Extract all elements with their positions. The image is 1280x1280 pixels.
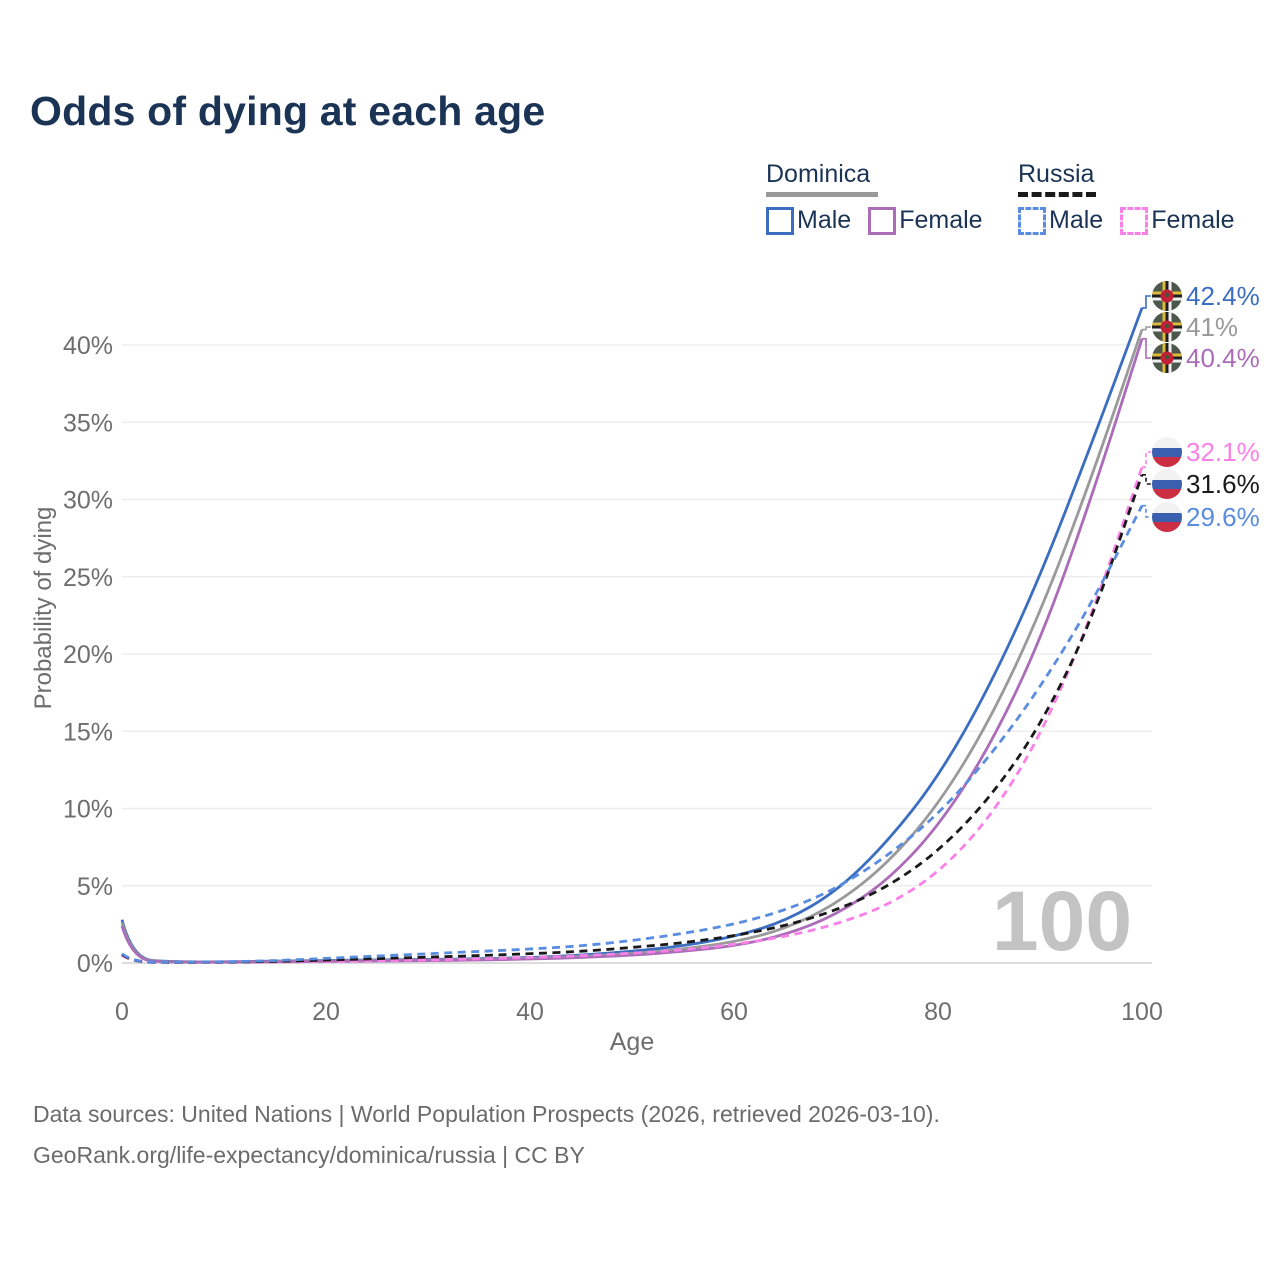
flag-icon-russia xyxy=(1152,437,1182,467)
y-tick-label: 20% xyxy=(63,641,113,669)
flag-icon-russia xyxy=(1152,469,1182,499)
y-tick-label: 0% xyxy=(77,950,113,978)
legend-swatch-dominica-female[interactable] xyxy=(868,206,897,235)
y-tick-label: 15% xyxy=(63,718,113,746)
end-value-label: 29.6% xyxy=(1186,502,1260,532)
leader-line xyxy=(1142,295,1151,309)
leader-line xyxy=(1142,474,1151,485)
end-value-label: 42.4% xyxy=(1186,281,1260,311)
end-value-label: 32.1% xyxy=(1186,437,1260,467)
legend-label-russia-female[interactable]: Female xyxy=(1151,206,1235,234)
series-line-dominica-male[interactable] xyxy=(120,307,1144,964)
x-tick-label: 60 xyxy=(720,998,748,1026)
legend-swatch-russia-female[interactable] xyxy=(1120,206,1149,235)
end-value-label: 31.6% xyxy=(1186,469,1260,499)
source-line-1: Data sources: United Nations | World Pop… xyxy=(33,1101,940,1127)
source-footer: Data sources: United Nations | World Pop… xyxy=(33,1094,940,1176)
flag-icon-russia xyxy=(1152,502,1182,532)
flag-icon-dominica xyxy=(1152,312,1182,342)
series-line-russia-male[interactable] xyxy=(121,505,1144,964)
legend-underline-dashed xyxy=(1018,192,1096,197)
y-tick-label: 30% xyxy=(63,487,113,515)
x-tick-label: 100 xyxy=(1121,998,1163,1026)
leader-line xyxy=(1142,326,1151,331)
legend-country-russia: Russia xyxy=(1018,160,1095,188)
leader-line xyxy=(1142,451,1151,468)
legend-country-dominica: Dominica xyxy=(766,160,871,188)
end-value-label: 41% xyxy=(1186,312,1238,342)
source-line-2: GeoRank.org/life-expectancy/dominica/rus… xyxy=(33,1142,585,1168)
x-tick-label: 0 xyxy=(115,998,129,1026)
x-tick-label: 80 xyxy=(924,998,952,1026)
legend-group-russia: Russia Male Female xyxy=(1018,160,1235,235)
y-axis-title: Probability of dying xyxy=(30,506,57,710)
line-chart: 0% 5% 10% 15% 20% 25% 30% 35% 40% 0 20 40 60 80 100 100… xyxy=(63,281,1260,1026)
chart-svg: 0% 5% 10% 15% 20% 25% 30% 35% 40% 0 20 40 60 80 100 100… xyxy=(63,281,1260,1026)
series-line-russia-female[interactable] xyxy=(121,466,1144,964)
y-tick-label: 35% xyxy=(63,409,113,437)
leader-line xyxy=(1142,338,1151,359)
leader-line xyxy=(1142,504,1151,518)
y-tick-label: 10% xyxy=(63,796,113,824)
x-tick-label: 20 xyxy=(312,998,340,1026)
flag-icon-dominica xyxy=(1152,343,1182,373)
x-axis-title: Age xyxy=(609,1028,655,1056)
legend-label-russia-male[interactable]: Male xyxy=(1049,206,1104,234)
y-tick-label: 25% xyxy=(63,564,113,592)
legend-underline-solid xyxy=(766,192,878,197)
y-tick-label: 40% xyxy=(63,332,113,360)
legend-label-dominica-male[interactable]: Male xyxy=(797,206,852,234)
y-tick-label: 5% xyxy=(77,873,113,901)
legend-label-dominica-female[interactable]: Female xyxy=(899,206,983,234)
legend-group-dominica: Dominica Male Female xyxy=(766,160,983,235)
legend-swatch-russia-male[interactable] xyxy=(1018,206,1046,235)
end-value-label: 40.4% xyxy=(1186,343,1260,373)
series-line-dominica-female[interactable] xyxy=(120,338,1144,964)
series-line-dominica-both-sexes[interactable] xyxy=(120,329,1144,964)
age-watermark: 100 xyxy=(992,874,1132,968)
x-tick-label: 40 xyxy=(516,998,544,1026)
flag-icon-dominica xyxy=(1152,281,1182,311)
legend-swatch-dominica-male[interactable] xyxy=(766,206,794,235)
page-title: Odds of dying at each age xyxy=(30,88,546,134)
